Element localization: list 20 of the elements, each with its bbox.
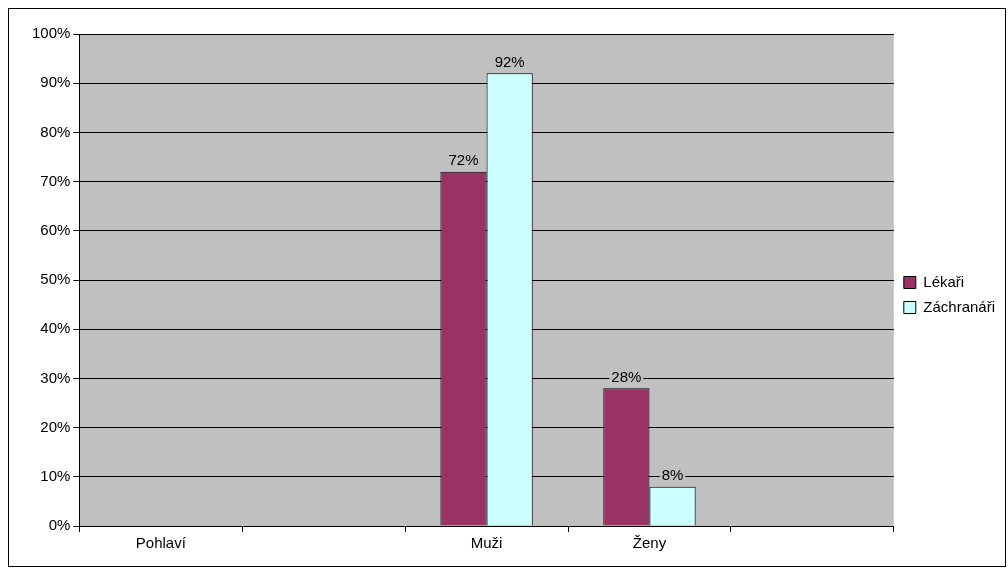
y-tick-label: 50% bbox=[40, 270, 71, 288]
data-label: 8% bbox=[661, 466, 684, 484]
y-tick-label: 20% bbox=[40, 417, 71, 435]
y-tick-label: 90% bbox=[40, 73, 71, 91]
y-tick-label: 30% bbox=[40, 368, 71, 386]
y-tick-label: 100% bbox=[31, 24, 71, 42]
data-label: 92% bbox=[494, 53, 525, 70]
x-tick-label: Ženy bbox=[632, 534, 667, 552]
y-tick-label: 0% bbox=[48, 516, 71, 534]
y-tick-label: 40% bbox=[40, 319, 71, 337]
data-label: 28% bbox=[611, 367, 642, 385]
legend-label: Záchranáři bbox=[923, 297, 996, 315]
x-tick-label: Pohlaví bbox=[135, 534, 187, 552]
y-tick-label: 70% bbox=[40, 171, 71, 189]
x-tick-label: Muži bbox=[470, 534, 503, 552]
data-label: 72% bbox=[448, 151, 479, 169]
y-tick-label: 60% bbox=[40, 220, 71, 238]
legend-label: Lékaři bbox=[923, 272, 965, 290]
y-tick-label: 10% bbox=[40, 466, 71, 484]
y-tick-label: 80% bbox=[40, 122, 71, 140]
